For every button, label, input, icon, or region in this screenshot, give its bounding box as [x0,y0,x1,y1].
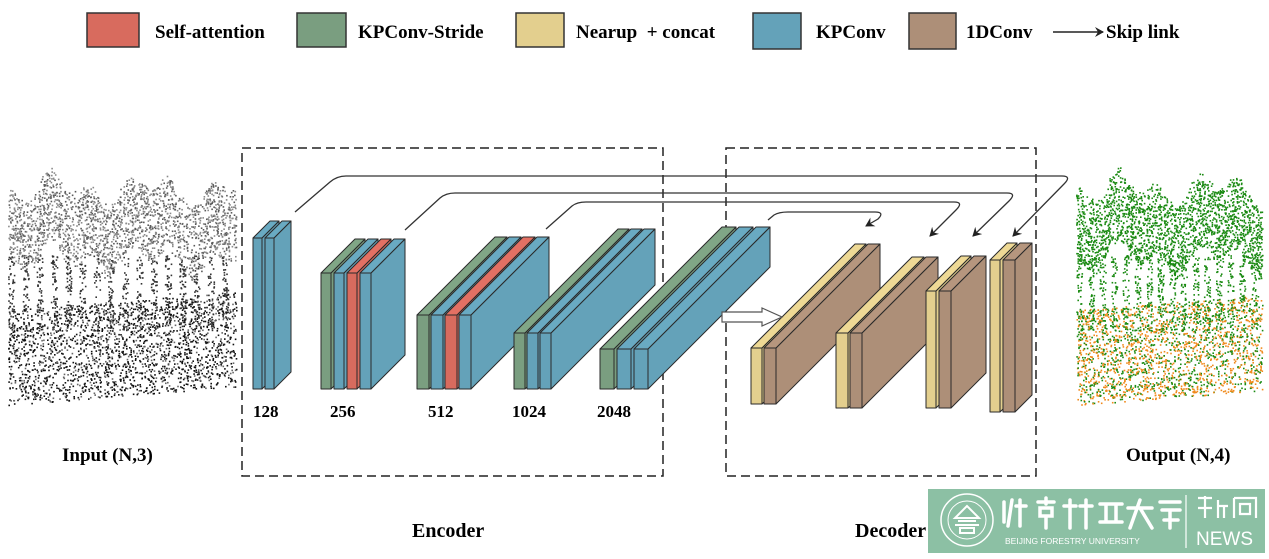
legend-swatch [296,12,347,48]
output-point-cloud [1076,167,1264,406]
layer-conv1d [938,255,987,409]
channel-label: 128 [253,402,279,421]
decoder-block-1 [750,243,881,405]
layer-conv1d [763,243,881,405]
layer-kpconv [539,228,656,390]
skip-links [294,175,1069,237]
channel-label: 1024 [512,402,547,421]
input-label: Input (N,3) [62,445,153,466]
encoder-block-1024 [513,228,656,390]
legend-label: KPConv [816,22,886,43]
legend-item-kpconv-stride: KPConv-Stride [296,12,484,48]
watermark-news: NEWS [1196,529,1253,550]
decoder-block-3 [925,255,987,409]
layer-kpconv [264,220,292,390]
layer-kpconv [633,226,771,390]
encoder-block-2048 [599,226,771,390]
legend-label: Nearup + concat [576,22,716,43]
watermark-english-name: BEIJING FORESTRY UNIVERSITY [1005,536,1140,546]
legend-label: KPConv-Stride [358,22,484,43]
legend-swatch [908,12,957,50]
layer-conv1d [849,256,939,409]
channel-label: 2048 [597,402,631,421]
watermark-logo: BEIJING FORESTRY UNIVERSITY NEWS [928,489,1265,553]
channel-label: 256 [330,402,356,421]
encoder-block-512 [416,236,550,390]
legend-item-1dconv: 1DConv [908,12,1033,50]
legend-item-self-attention: Self-attention [86,12,265,48]
legend-item-skip-link: Skip link [1053,22,1180,43]
encoder-title: Encoder [412,520,484,542]
skip-link [294,175,1069,237]
layer-conv1d [1002,242,1033,413]
legend-label: 1DConv [966,22,1033,43]
bottleneck-arrow-icon [721,307,784,327]
legend-label: Self-attention [155,22,265,43]
skip-link [404,192,1014,237]
input-point-cloud [8,167,238,407]
encoder-box [241,147,664,477]
decoder-block-4 [989,242,1033,413]
legend-item-nearup-concat: Nearup + concat [515,12,716,48]
legend: Self-attention KPConv-Stride Nearup + co… [86,12,1180,50]
decoder-title: Decoder [855,520,926,542]
layer-kpconv [458,236,550,390]
encoder-blocks [252,220,771,390]
encoder-block-128 [252,220,292,390]
layer-kpconv [359,238,406,390]
encoder-block-256 [320,238,406,390]
skip-link [545,201,961,237]
legend-swatch [515,12,565,48]
legend-swatch [752,12,802,50]
legend-label: Skip link [1106,22,1180,43]
skip-link [767,211,882,227]
output-label: Output (N,4) [1126,445,1231,466]
legend-item-kpconv: KPConv [752,12,886,50]
decoder-block-2 [835,256,939,409]
channel-label: 512 [428,402,454,421]
decoder-blocks [750,242,1033,413]
legend-swatch [86,12,140,48]
